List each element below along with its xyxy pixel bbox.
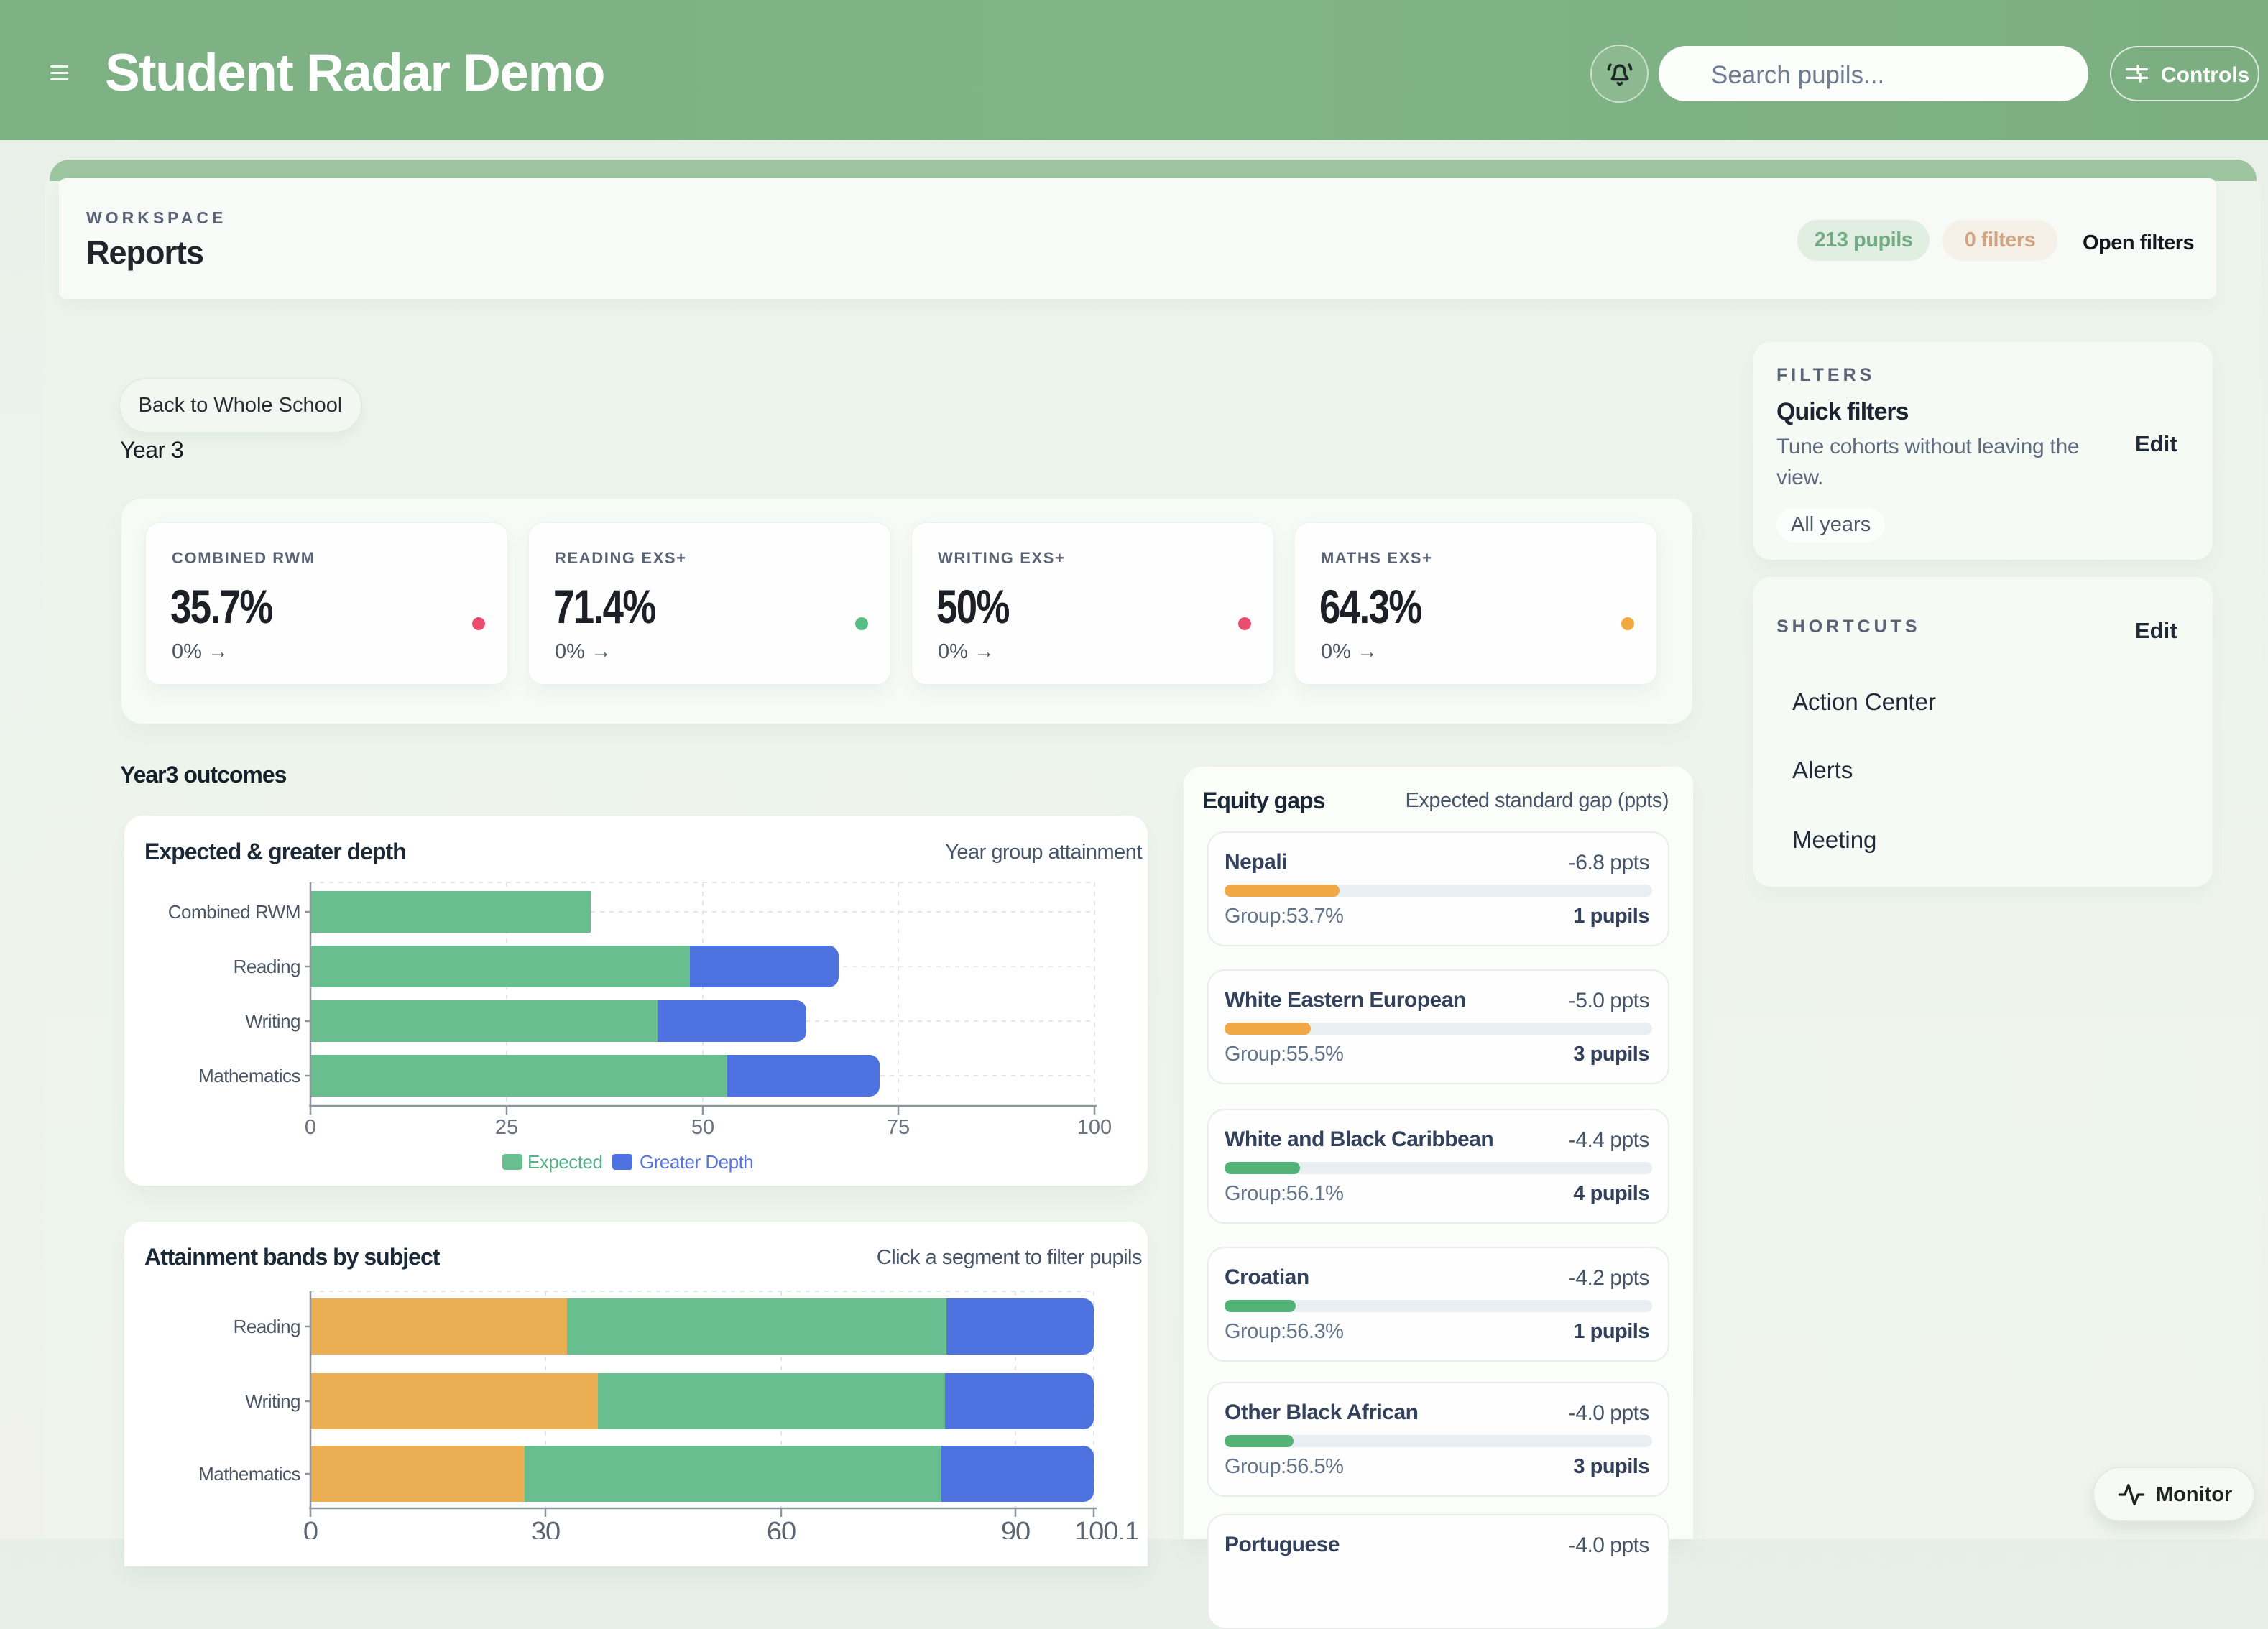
svg-text:Reading: Reading — [234, 1316, 300, 1337]
svg-text:75: 75 — [887, 1116, 910, 1139]
svg-text:Writing: Writing — [245, 1010, 300, 1032]
svg-text:50: 50 — [691, 1116, 714, 1139]
svg-text:Reading: Reading — [234, 956, 300, 977]
svg-text:30: 30 — [531, 1517, 560, 1539]
svg-text:90: 90 — [1001, 1517, 1030, 1539]
svg-text:0: 0 — [305, 1116, 316, 1139]
svg-text:100.1: 100.1 — [1074, 1517, 1139, 1539]
svg-text:100: 100 — [1077, 1116, 1112, 1139]
svg-text:Mathematics: Mathematics — [198, 1065, 300, 1086]
svg-text:25: 25 — [495, 1116, 518, 1139]
svg-text:Greater Depth: Greater Depth — [640, 1151, 753, 1173]
svg-text:Writing: Writing — [245, 1390, 300, 1412]
svg-text:60: 60 — [767, 1517, 796, 1539]
svg-text:Expected: Expected — [527, 1151, 602, 1173]
svg-text:Mathematics: Mathematics — [198, 1463, 300, 1485]
svg-text:0: 0 — [303, 1517, 318, 1539]
svg-text:Combined RWM: Combined RWM — [168, 901, 300, 923]
